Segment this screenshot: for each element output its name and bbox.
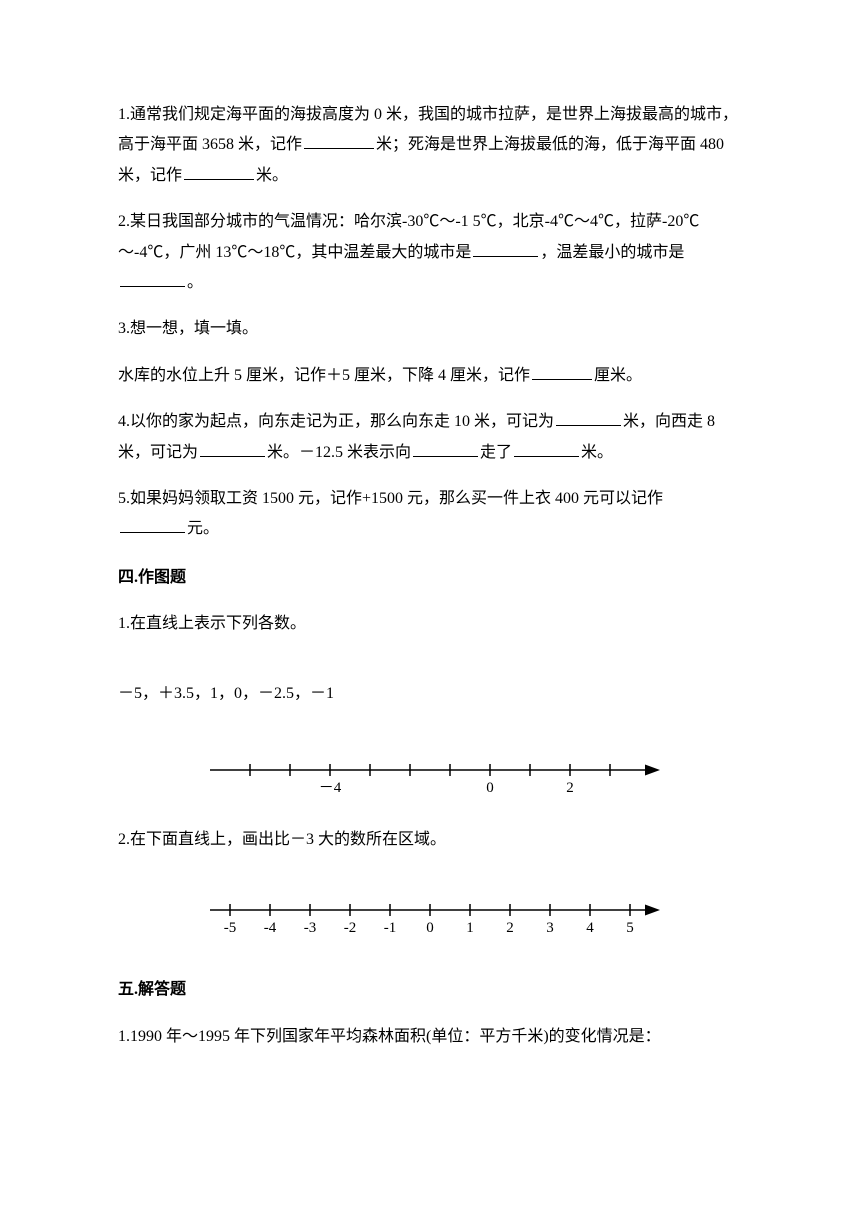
svg-text:1: 1 bbox=[466, 920, 474, 936]
svg-text:-1: -1 bbox=[384, 920, 397, 936]
q3-suffix: 厘米。 bbox=[594, 367, 642, 384]
svg-text:0: 0 bbox=[426, 920, 434, 936]
q3-prefix: 水库的水位上升 5 厘米，记作＋5 厘米，下降 4 厘米，记作 bbox=[118, 367, 530, 384]
section4-q1: 1.在直线上表示下列各数。 －5，＋3.5，1，0，－2.5，－1 －4 0 2 bbox=[118, 609, 742, 800]
svg-text:2: 2 bbox=[566, 780, 574, 796]
section5-q1: 1.1990 年～1995 年下列国家年平均森林面积(单位：平方千米)的变化情况… bbox=[118, 1022, 742, 1052]
q2-suffix: 。 bbox=[187, 274, 203, 291]
q5-suffix: 元。 bbox=[187, 520, 219, 537]
question-3: 3.想一想，填一填。 水库的水位上升 5 厘米，记作＋5 厘米，下降 4 厘米，… bbox=[118, 314, 742, 391]
question-2: 2.某日我国部分城市的气温情况：哈尔滨-30℃～-1 5℃，北京-4℃～4℃，拉… bbox=[118, 207, 742, 298]
section5-q1-text: 1.1990 年～1995 年下列国家年平均森林面积(单位：平方千米)的变化情况… bbox=[118, 1022, 742, 1052]
blank[interactable] bbox=[473, 239, 538, 257]
q4-prefix: 4.以你的家为起点，向东走记为正，那么向东走 10 米，可记为 bbox=[118, 413, 554, 430]
svg-text:4: 4 bbox=[586, 920, 594, 936]
q4-suffix: 米。 bbox=[581, 444, 613, 461]
section5-title: 五.解答题 bbox=[118, 975, 742, 1005]
blank[interactable] bbox=[184, 162, 254, 180]
q3-title: 3.想一想，填一填。 bbox=[118, 314, 742, 344]
blank[interactable] bbox=[120, 269, 185, 287]
section4-title: 四.作图题 bbox=[118, 563, 742, 593]
blank[interactable] bbox=[532, 362, 592, 380]
section4-q2: 2.在下面直线上，画出比－3 大的数所在区域。 -5 -4 -3 -2 -1 0 1 2 3 4 5 bbox=[118, 825, 742, 945]
q5-prefix: 5.如果妈妈领取工资 1500 元，记作+1500 元，那么买一件上衣 400 … bbox=[118, 490, 663, 507]
svg-text:2: 2 bbox=[506, 920, 514, 936]
question-5: 5.如果妈妈领取工资 1500 元，记作+1500 元，那么买一件上衣 400 … bbox=[118, 484, 742, 545]
section4-q1-text: 1.在直线上表示下列各数。 bbox=[118, 609, 742, 639]
blank[interactable] bbox=[200, 439, 265, 457]
svg-text:3: 3 bbox=[546, 920, 554, 936]
svg-text:-4: -4 bbox=[264, 920, 277, 936]
blank[interactable] bbox=[413, 439, 478, 457]
blank[interactable] bbox=[514, 439, 579, 457]
svg-text:-3: -3 bbox=[304, 920, 317, 936]
number-line-1: －4 0 2 bbox=[190, 740, 670, 800]
svg-text:-2: -2 bbox=[344, 920, 357, 936]
q4-mid2: 米。－12.5 米表示向 bbox=[267, 444, 411, 461]
blank[interactable] bbox=[304, 132, 374, 150]
question-4: 4.以你的家为起点，向东走记为正，那么向东走 10 米，可记为米，向西走 8 米… bbox=[118, 407, 742, 468]
number-line-2: -5 -4 -3 -2 -1 0 1 2 3 4 5 bbox=[190, 885, 670, 945]
svg-text:-5: -5 bbox=[224, 920, 237, 936]
q2-mid: ，温差最小的城市是 bbox=[540, 244, 684, 261]
section4-q1-numbers: －5，＋3.5，1，0，－2.5，－1 bbox=[118, 679, 742, 709]
q1-suffix: 米。 bbox=[256, 167, 288, 184]
blank[interactable] bbox=[556, 409, 621, 427]
q4-mid3: 走了 bbox=[480, 444, 512, 461]
svg-text:－4: －4 bbox=[319, 780, 342, 796]
blank[interactable] bbox=[120, 516, 185, 534]
svg-text:0: 0 bbox=[486, 780, 494, 796]
question-1: 1.通常我们规定海平面的海拔高度为 0 米，我国的城市拉萨，是世界上海拔最高的城… bbox=[118, 100, 742, 191]
section4-q2-text: 2.在下面直线上，画出比－3 大的数所在区域。 bbox=[118, 825, 742, 855]
svg-text:5: 5 bbox=[626, 920, 634, 936]
